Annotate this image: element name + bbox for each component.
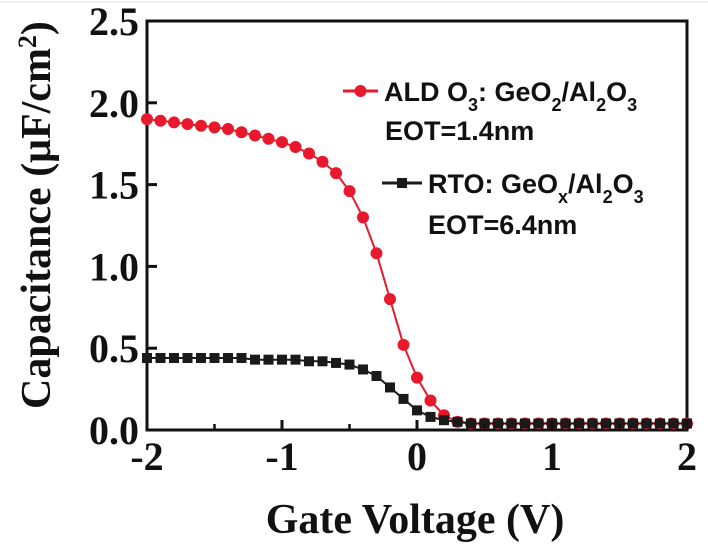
x-tick-label: 2 (677, 434, 697, 479)
y-tick-label: 2.0 (89, 81, 139, 126)
data-point (142, 353, 152, 364)
data-point (236, 353, 247, 364)
y-tick-label: 0.0 (89, 408, 139, 453)
data-point (303, 147, 315, 160)
data-point (560, 418, 571, 429)
data-point (520, 418, 530, 429)
y-tick-label: 1.0 (89, 244, 139, 289)
data-point (277, 354, 287, 365)
data-point (181, 118, 194, 131)
data-point (168, 116, 180, 129)
x-tick-label: -1 (265, 434, 298, 479)
data-point (641, 418, 652, 429)
data-point (439, 415, 449, 426)
legend-label: ALD O3: GeO2/Al2O3 (384, 77, 637, 115)
x-tick-label: -2 (130, 434, 163, 479)
data-point (412, 405, 422, 416)
data-point (384, 293, 396, 306)
data-point (628, 418, 638, 429)
data-point (222, 122, 234, 135)
legend-note: EOT=6.4nm (428, 210, 577, 240)
data-point (398, 393, 409, 404)
data-point (479, 418, 490, 429)
data-point (655, 418, 665, 429)
data-point (411, 371, 423, 384)
legend-label: RTO: GeOx/Al2O3 (428, 169, 644, 207)
data-point (452, 416, 463, 427)
data-point (614, 418, 625, 429)
legend-marker (397, 178, 407, 188)
data-point (587, 418, 598, 429)
data-point (506, 418, 517, 429)
data-point (141, 113, 153, 126)
data-point (155, 353, 166, 364)
data-point (330, 167, 342, 180)
data-point (397, 338, 410, 351)
y-axis-title: Capacitance (μF/cm2) (13, 21, 61, 409)
data-point (276, 136, 288, 149)
data-point (533, 418, 544, 429)
data-point (424, 394, 437, 407)
data-point (331, 357, 341, 368)
y-tick-label: 2.5 (89, 0, 139, 44)
y-tick-label: 1.5 (89, 163, 139, 208)
x-tick-label: 0 (407, 434, 427, 479)
data-point (209, 353, 220, 364)
series-2 (142, 353, 692, 429)
x-tick-label: 1 (542, 434, 562, 479)
data-point (223, 353, 233, 364)
legend-note: EOT=1.4nm (385, 116, 534, 146)
data-point (195, 119, 207, 132)
y-tick-label: 0.5 (89, 326, 139, 371)
data-point (304, 356, 314, 367)
data-point (169, 353, 179, 364)
data-point (574, 418, 584, 429)
data-point (317, 356, 328, 367)
data-point (358, 364, 368, 375)
data-point (262, 132, 275, 145)
data-point (344, 359, 355, 370)
data-point (235, 126, 248, 139)
series-layer (141, 113, 693, 430)
data-point (466, 418, 476, 429)
series-1 (141, 113, 693, 430)
data-point (493, 418, 503, 429)
data-point (250, 354, 260, 365)
data-point (668, 418, 679, 429)
data-point (182, 353, 193, 364)
data-point (601, 418, 611, 429)
data-point (208, 121, 221, 134)
data-point (289, 140, 302, 153)
data-point (249, 129, 261, 142)
data-point (385, 382, 395, 393)
data-point (357, 211, 369, 224)
x-axis-title: Gate Voltage (V) (266, 497, 565, 543)
axis-layer: -2 -1 0 1 2 0.0 0.5 1.0 1.5 2.0 2.5 (89, 0, 697, 479)
legend-marker (354, 85, 367, 97)
data-point (263, 354, 274, 365)
data-point (290, 354, 301, 365)
data-point (343, 185, 356, 198)
data-point (370, 247, 383, 260)
data-point (371, 371, 382, 382)
data-point (425, 411, 436, 422)
data-point (196, 353, 206, 364)
data-point (316, 155, 329, 168)
data-point (154, 114, 167, 127)
